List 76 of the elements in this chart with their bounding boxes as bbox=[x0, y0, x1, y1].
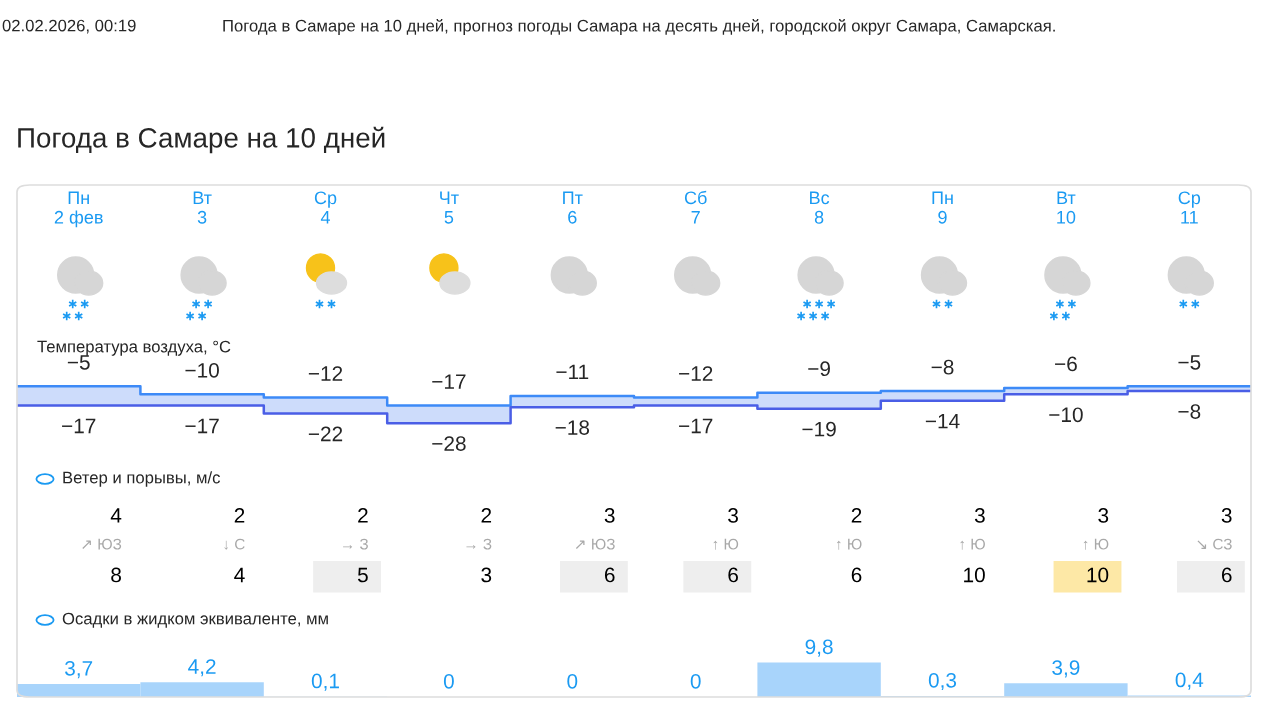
data-label: −22 bbox=[308, 426, 343, 442]
data-label: −8 bbox=[1178, 404, 1201, 419]
x-tick-label: Вс 8 bbox=[810, 191, 830, 224]
data-label: −11 bbox=[556, 364, 589, 380]
text: 02.02.2026, 00:19 bbox=[2, 19, 136, 34]
data-label: 0 bbox=[567, 673, 578, 689]
text: 10 bbox=[964, 567, 985, 583]
text: Погода в Самаре на 10 дней, прогноз погоды Самара на десять дней, городской округ Самара, Самарская. bbox=[223, 19, 1055, 35]
data-label: −10 bbox=[185, 362, 219, 378]
text: → З bbox=[466, 538, 492, 550]
data-label: 0 bbox=[443, 673, 454, 689]
data-label: 0 bbox=[690, 673, 701, 689]
text: 4 bbox=[234, 567, 245, 583]
data-label: −18 bbox=[555, 420, 590, 435]
data-label: −17 bbox=[62, 418, 96, 434]
x-tick-label: Пн 2 фев bbox=[54, 191, 103, 228]
text: ↗ ЮЗ bbox=[575, 538, 615, 550]
data-label: −6 bbox=[1055, 356, 1077, 372]
x-tick-label: Пн 9 bbox=[932, 191, 953, 224]
data-label: −17 bbox=[432, 374, 466, 389]
chart-title: Осадки в жидком эквиваленте, мм bbox=[62, 612, 328, 628]
text: → З bbox=[343, 538, 368, 550]
data-label: −28 bbox=[432, 436, 466, 451]
text: 3 bbox=[604, 508, 615, 523]
x-tick-label: Вт 10 bbox=[1057, 191, 1076, 224]
text: 4 bbox=[110, 508, 122, 523]
text: 6 bbox=[851, 567, 862, 583]
x-tick-label: Сб 7 bbox=[684, 190, 707, 224]
text: 3 bbox=[1098, 508, 1109, 523]
x-tick-label: Ср 11 bbox=[1178, 191, 1201, 224]
text: Ветер и порывы, м/с bbox=[63, 471, 220, 487]
text: ↘ СЗ bbox=[1197, 538, 1232, 550]
text: ↓ С bbox=[224, 538, 245, 550]
data-label: −5 bbox=[67, 355, 90, 370]
text: ↗ ЮЗ bbox=[82, 538, 122, 550]
data-label: −19 bbox=[802, 421, 836, 437]
text: 3 bbox=[974, 508, 985, 523]
text: 6 bbox=[728, 567, 738, 583]
text: 2 bbox=[851, 508, 862, 523]
text: ↑ Ю bbox=[837, 538, 862, 550]
data-label: 9,8 bbox=[805, 639, 833, 657]
data-label: 4,2 bbox=[188, 659, 216, 677]
text: 3 bbox=[481, 567, 492, 583]
text: 3 bbox=[1221, 508, 1232, 523]
text: ↑ Ю bbox=[713, 538, 739, 550]
x-tick-label: Ср 4 bbox=[314, 191, 337, 224]
data-label: −5 bbox=[1178, 355, 1201, 370]
data-label: −14 bbox=[925, 414, 960, 429]
text: 2 bbox=[234, 508, 245, 523]
chart-subtitle: Температура воздуха, °C bbox=[37, 340, 231, 356]
data-label: −10 bbox=[1049, 407, 1083, 423]
chart-title: Погода в Самаре на 10 дней bbox=[18, 126, 385, 154]
x-tick-label: Чт 5 bbox=[440, 191, 459, 224]
text: ↑ Ю bbox=[960, 538, 985, 550]
text: 5 bbox=[357, 567, 368, 583]
x-tick-label: Пт 6 bbox=[563, 191, 583, 224]
text: 6 bbox=[604, 567, 615, 583]
data-label: −12 bbox=[679, 366, 713, 381]
text: 3 bbox=[728, 508, 738, 523]
text: ↑ Ю bbox=[1083, 538, 1109, 550]
data-label: −17 bbox=[185, 418, 219, 434]
text: 2 bbox=[358, 508, 368, 523]
text: 8 bbox=[111, 567, 121, 583]
data-label: 0,1 bbox=[311, 673, 339, 691]
text: 2 bbox=[481, 508, 492, 523]
data-label: 3,9 bbox=[1052, 660, 1080, 678]
data-label: 3,7 bbox=[65, 660, 93, 679]
data-label: 0,3 bbox=[928, 672, 957, 691]
data-label: 0,4 bbox=[1175, 672, 1204, 690]
text: 10 bbox=[1087, 567, 1109, 583]
data-label: −8 bbox=[931, 359, 954, 375]
x-tick-label: Вт 3 bbox=[193, 191, 212, 224]
data-label: −9 bbox=[808, 361, 830, 377]
data-label: −17 bbox=[679, 418, 713, 434]
data-label: −12 bbox=[308, 366, 343, 381]
text: 6 bbox=[1221, 567, 1232, 583]
